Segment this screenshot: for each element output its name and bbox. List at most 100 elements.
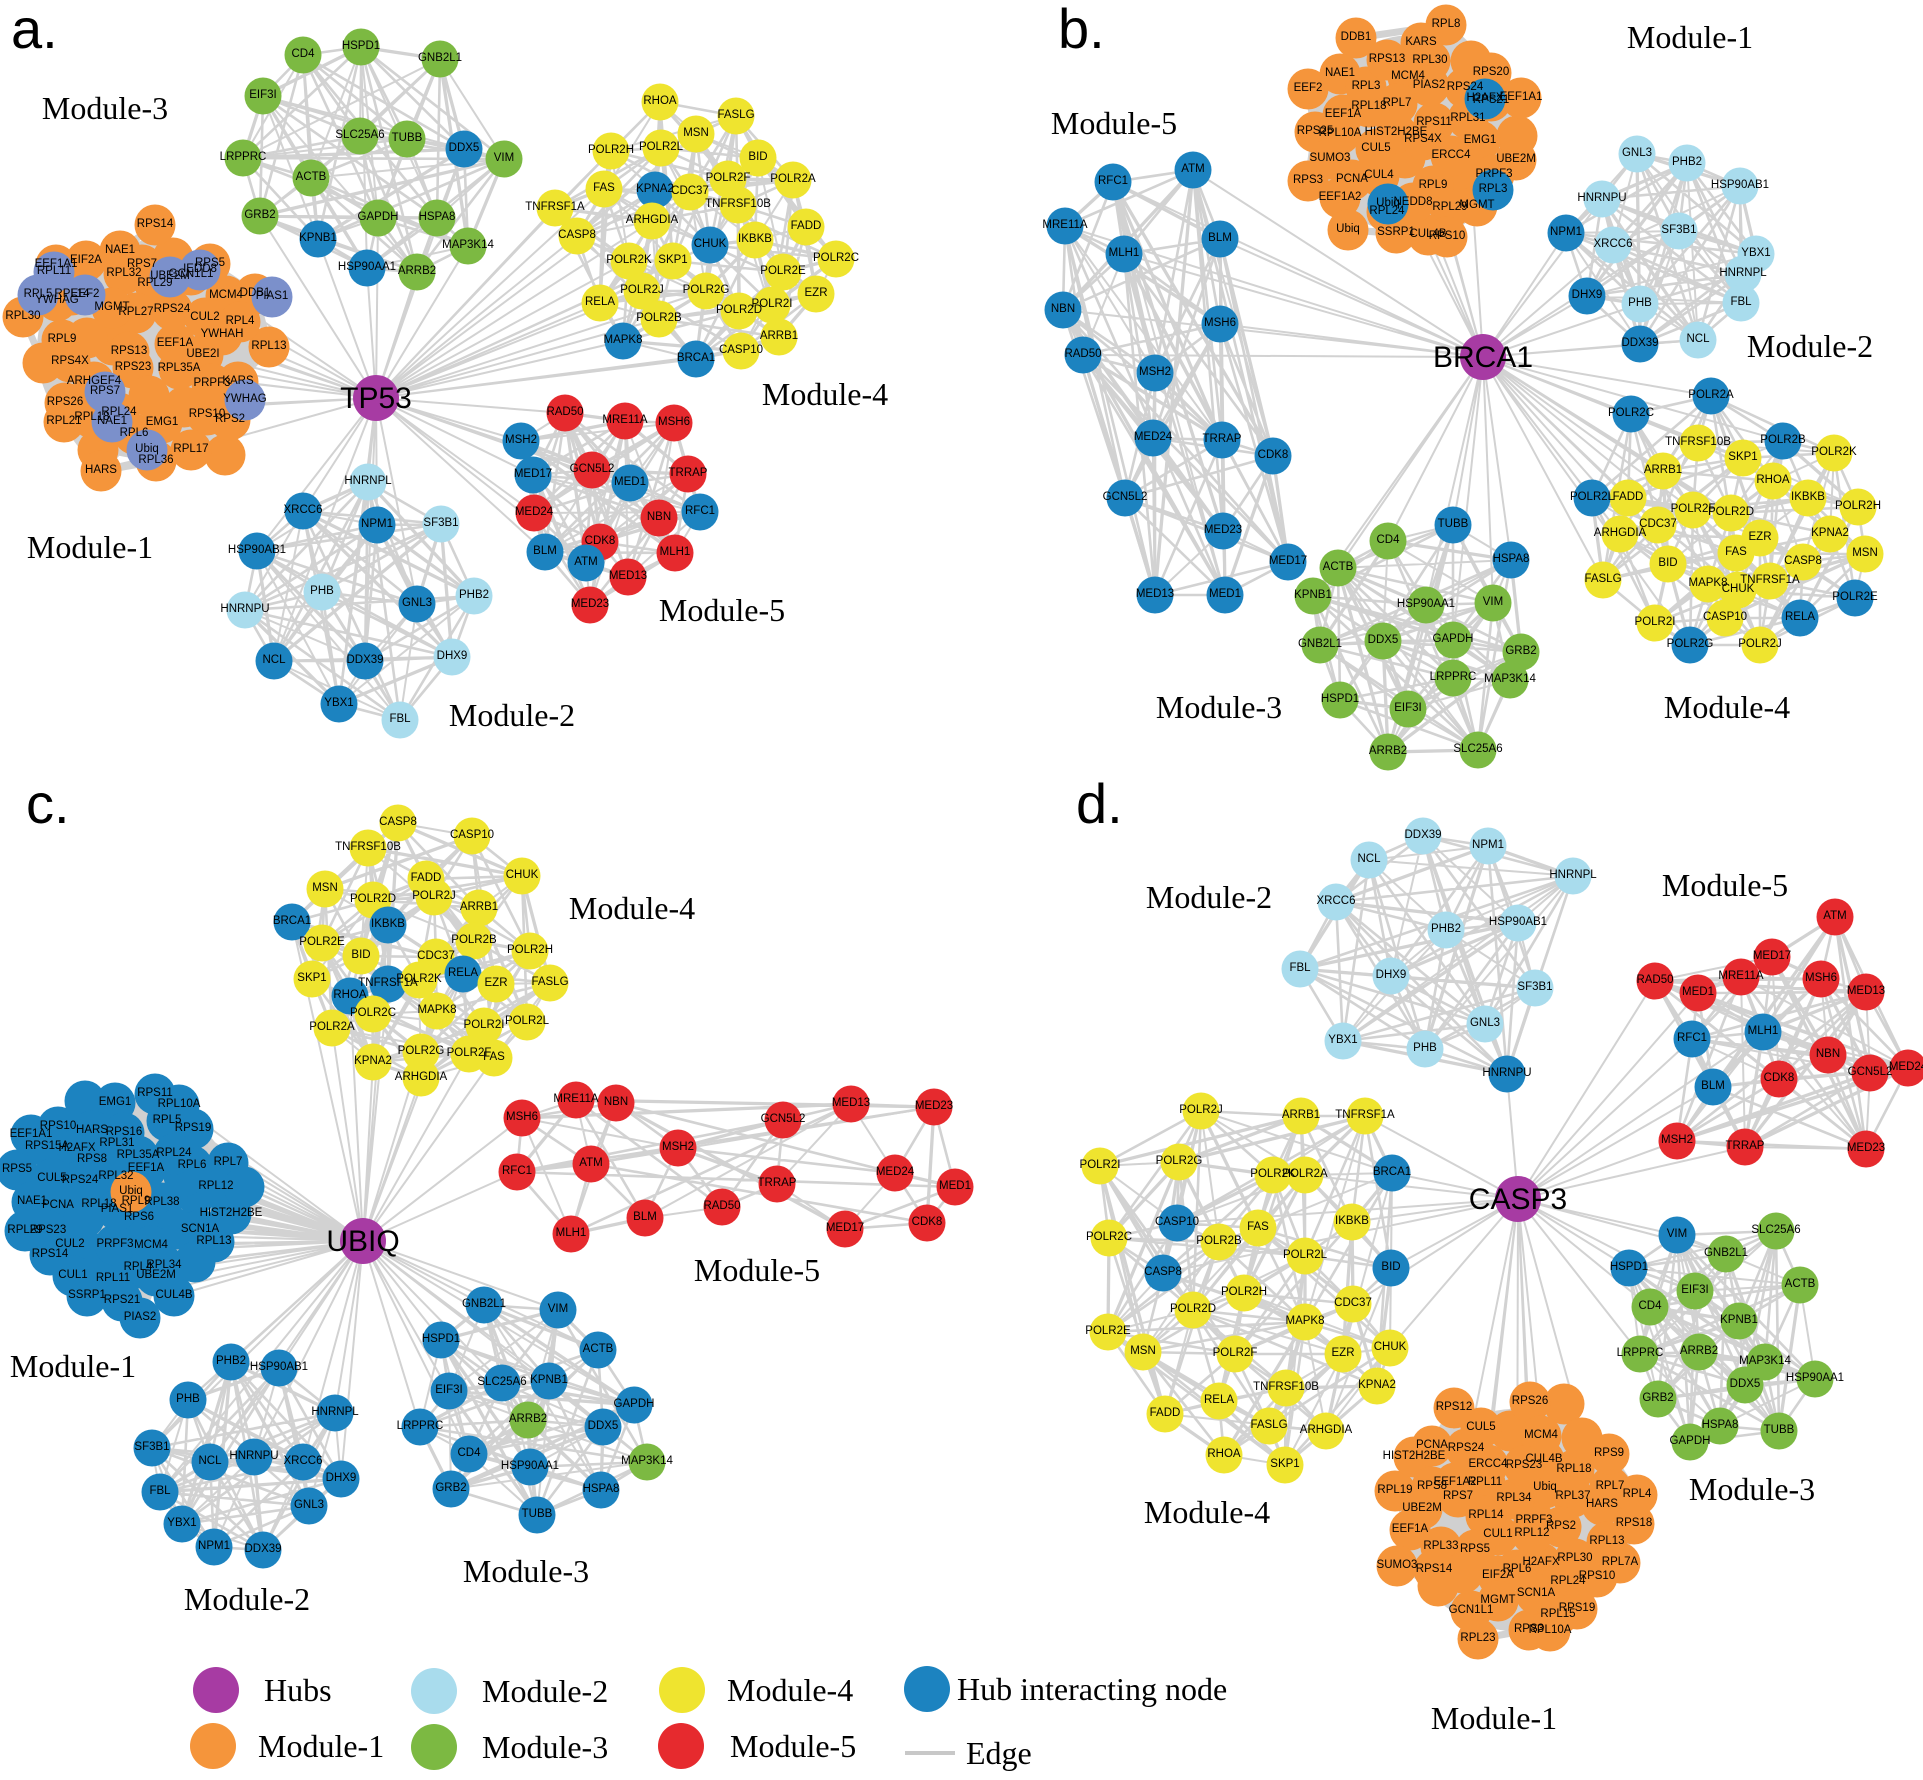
svg-text:CDK8: CDK8 [912,1216,943,1228]
svg-text:RPL7: RPL7 [1383,97,1412,109]
svg-text:RPS24: RPS24 [1448,1442,1485,1454]
svg-text:RAD50: RAD50 [1636,974,1673,986]
svg-text:POLR2J: POLR2J [1738,638,1781,650]
svg-text:Module-1: Module-1 [10,1348,136,1384]
svg-text:MRE11A: MRE11A [1042,219,1087,231]
svg-text:POLR2K: POLR2K [396,973,442,985]
svg-text:H2AFX: H2AFX [58,1142,95,1154]
svg-text:BID: BID [351,949,370,961]
svg-text:BID: BID [1658,557,1677,569]
svg-text:MGMT: MGMT [1459,199,1494,211]
svg-text:ARHGDIA: ARHGDIA [1594,527,1647,539]
svg-text:HNRNPL: HNRNPL [1549,869,1597,881]
svg-text:GAPDH: GAPDH [1433,633,1474,645]
svg-text:EMG1: EMG1 [1464,134,1497,146]
svg-text:PHB2: PHB2 [216,1355,246,1367]
svg-text:POLR2B: POLR2B [636,312,682,324]
svg-text:Module-4: Module-4 [1144,1494,1270,1530]
svg-text:PIAS2: PIAS2 [1413,79,1446,91]
svg-text:MRE11A: MRE11A [553,1093,598,1105]
svg-text:RHOA: RHOA [1207,1448,1241,1460]
svg-text:NPM1: NPM1 [1550,226,1582,238]
svg-text:GNL3: GNL3 [294,1499,324,1511]
svg-text:HSP90AA1: HSP90AA1 [1397,598,1455,610]
svg-text:SKP1: SKP1 [1728,451,1757,463]
svg-text:RPL34: RPL34 [146,1259,182,1271]
svg-text:RPS14: RPS14 [1416,1563,1453,1575]
svg-text:HSPA8: HSPA8 [583,1483,620,1495]
svg-text:POLR2E: POLR2E [760,265,806,277]
svg-text:NCL: NCL [262,654,286,666]
svg-text:EZR: EZR [805,287,828,299]
svg-text:GNB2L1: GNB2L1 [462,1298,506,1310]
svg-text:CUL4B: CUL4B [155,1289,192,1301]
svg-text:b.: b. [1058,0,1105,60]
svg-text:UBE2M: UBE2M [1402,1502,1442,1514]
svg-text:MSN: MSN [1130,1345,1156,1357]
svg-text:BLM: BLM [1701,1080,1725,1092]
svg-text:HSPD1: HSPD1 [1321,693,1359,705]
svg-text:POLR2K: POLR2K [1811,446,1857,458]
svg-text:TUBB: TUBB [1438,518,1469,530]
svg-text:HSP90AB1: HSP90AB1 [250,1361,308,1373]
svg-text:POLR2L: POLR2L [1283,1249,1328,1261]
svg-text:NCL: NCL [1357,853,1381,865]
svg-text:PHB2: PHB2 [1431,923,1461,935]
svg-text:HSPA8: HSPA8 [419,211,456,223]
svg-text:BID: BID [748,151,767,163]
svg-text:Module-2: Module-2 [482,1673,608,1709]
svg-text:RPL34: RPL34 [1496,1492,1532,1504]
svg-text:RPS24: RPS24 [154,303,191,315]
svg-text:IKBKB: IKBKB [371,918,405,930]
svg-text:MED24: MED24 [1134,431,1173,443]
svg-text:Module-1: Module-1 [1431,1700,1557,1736]
svg-text:PHB: PHB [1628,297,1652,309]
svg-text:RPL11: RPL11 [37,265,71,277]
svg-text:RPL36: RPL36 [138,454,173,466]
svg-text:FAS: FAS [593,182,615,194]
svg-text:POLR2C: POLR2C [1086,1231,1132,1243]
svg-text:RPL35A: RPL35A [158,362,201,374]
svg-text:FAS: FAS [483,1051,505,1063]
svg-text:CHUK: CHUK [694,238,727,250]
svg-text:NAE1: NAE1 [17,1195,47,1207]
svg-text:POLR2F: POLR2F [1213,1347,1258,1359]
svg-text:HNRNPU: HNRNPU [229,1450,278,1462]
svg-text:RPL12: RPL12 [1514,1527,1549,1539]
svg-text:NBN: NBN [604,1096,628,1108]
svg-text:XRCC6: XRCC6 [284,1455,323,1467]
svg-text:RPL8: RPL8 [1432,18,1461,30]
svg-text:ARRB1: ARRB1 [1644,464,1682,476]
svg-text:RPS9: RPS9 [1594,1447,1624,1459]
svg-text:MED24: MED24 [1889,1061,1923,1073]
svg-text:H2AFX: H2AFX [1466,92,1503,104]
svg-text:RPS3: RPS3 [1293,174,1323,186]
svg-text:TRRAP: TRRAP [1726,1140,1765,1152]
svg-text:RPS21: RPS21 [104,1294,140,1306]
svg-text:GCN5L2: GCN5L2 [570,463,615,475]
svg-text:POLR2B: POLR2B [1760,434,1806,446]
svg-text:YBX1: YBX1 [167,1517,196,1529]
svg-text:PRPF3: PRPF3 [96,1238,133,1250]
svg-text:MRE11A: MRE11A [1718,970,1763,982]
svg-text:Module-1: Module-1 [27,529,153,565]
svg-text:HNRNPU: HNRNPU [1577,192,1626,204]
svg-text:VIM: VIM [494,152,514,164]
svg-text:CD4: CD4 [457,1447,481,1459]
svg-text:HSP90AB1: HSP90AB1 [228,544,286,556]
svg-text:POLR2I: POLR2I [1080,1159,1121,1171]
svg-text:MGMT: MGMT [1480,1594,1515,1606]
svg-text:BRCA1: BRCA1 [1373,1166,1411,1178]
svg-text:RPL13: RPL13 [196,1235,231,1247]
svg-text:HSPD1: HSPD1 [342,40,380,52]
svg-text:TRRAP: TRRAP [669,467,708,479]
svg-text:TUBB: TUBB [522,1508,553,1520]
svg-text:PRPF3: PRPF3 [1475,168,1512,180]
svg-text:MED13: MED13 [1136,588,1174,600]
svg-text:GNB2L1: GNB2L1 [1298,638,1342,650]
svg-text:CUL5: CUL5 [1466,1421,1495,1433]
svg-text:RFC1: RFC1 [1677,1032,1707,1044]
svg-text:TNFRSF1A: TNFRSF1A [525,201,585,213]
svg-text:RPL5: RPL5 [24,288,53,300]
svg-text:ARHGDIA: ARHGDIA [626,214,679,226]
